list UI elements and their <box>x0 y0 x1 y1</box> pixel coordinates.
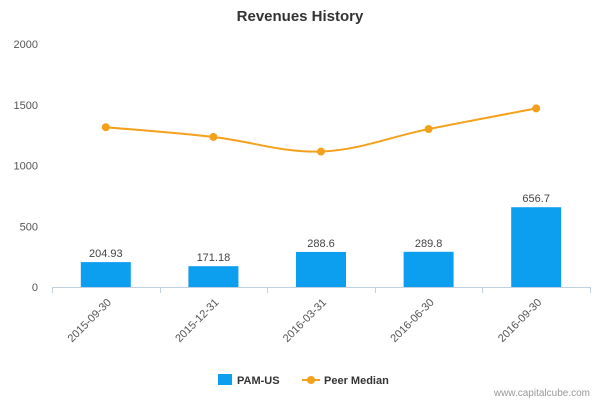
y-tick-label: 1500 <box>14 100 38 112</box>
bar <box>403 251 454 287</box>
bar <box>80 262 131 287</box>
x-tick-label: 2016-09-30 <box>496 297 544 345</box>
bar-data-labels: 204.93 171.18 288.6 289.8 656.7 <box>89 193 550 264</box>
legend-marker-peer-median[interactable] <box>307 376 315 384</box>
bar-data-label: 204.93 <box>89 248 123 260</box>
peer-median-point <box>532 104 541 113</box>
peer-median-point <box>424 125 433 134</box>
peer-median-point <box>209 132 218 141</box>
line-series <box>101 104 541 156</box>
bar <box>511 207 562 287</box>
bar-series <box>80 207 562 287</box>
y-tick-label: 0 <box>32 282 38 294</box>
chart-title: Revenues History <box>237 8 364 25</box>
y-axis-ticks: 0 500 1000 1500 2000 <box>14 39 38 294</box>
y-tick-label: 2000 <box>14 39 38 51</box>
y-tick-label: 1000 <box>14 161 38 173</box>
bar-data-label: 171.18 <box>197 252 231 264</box>
peer-median-point <box>317 147 325 156</box>
bar-data-label: 288.6 <box>307 238 335 250</box>
legend-label-pam-us[interactable]: PAM-US <box>237 375 280 387</box>
peer-median-line <box>105 107 537 153</box>
x-tick-label: 2016-06-30 <box>388 297 436 345</box>
peer-median-point <box>101 123 110 132</box>
x-axis <box>52 287 591 293</box>
legend-label-peer-median[interactable]: Peer Median <box>324 375 389 387</box>
x-tick-label: 2015-12-31 <box>173 297 221 345</box>
bar-data-label: 656.7 <box>522 193 550 205</box>
legend-swatch-pam-us[interactable] <box>218 374 232 385</box>
x-tick-label: 2016-03-31 <box>281 297 329 345</box>
bar-data-label: 289.8 <box>415 238 443 250</box>
bar <box>296 251 346 287</box>
legend: PAM-US Peer Median <box>218 374 389 387</box>
source-credit[interactable]: www.capitalcube.com <box>493 388 590 399</box>
x-axis-ticks: 2015-09-30 2015-12-31 2016-03-31 2016-06-30… <box>66 297 545 345</box>
x-tick-label: 2015-09-30 <box>66 297 114 345</box>
bar <box>188 266 239 287</box>
y-tick-label: 500 <box>20 221 38 233</box>
